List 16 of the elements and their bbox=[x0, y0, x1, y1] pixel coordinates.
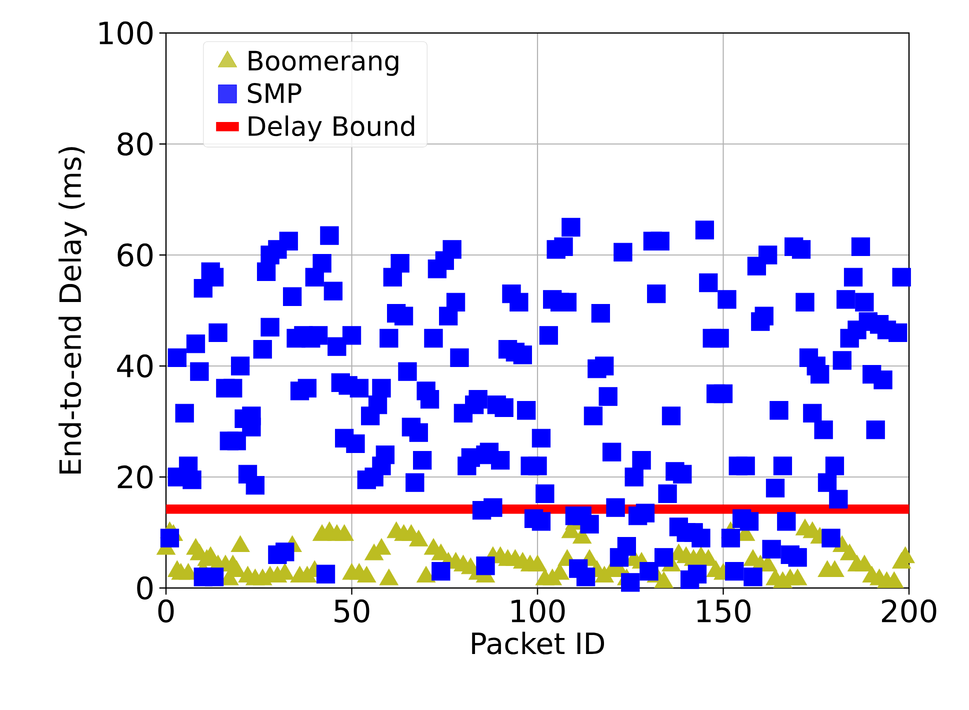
x-tick-label: 0 bbox=[158, 599, 174, 623]
x-axis-title: Packet ID bbox=[472, 632, 604, 654]
x-tick-label: 50 bbox=[334, 599, 370, 623]
legend-label: SMP bbox=[248, 83, 302, 104]
y-tick-label: 100 bbox=[99, 21, 153, 45]
y-tick-label: 80 bbox=[118, 132, 153, 156]
y-tick-label: 60 bbox=[118, 243, 153, 267]
y-axis-title: End-to-end Delay (ms) bbox=[58, 147, 87, 474]
y-tick-label: 20 bbox=[118, 465, 153, 489]
x-tick-label: 200 bbox=[882, 599, 936, 623]
y-tick-label: 40 bbox=[117, 354, 153, 378]
x-tick-label: 100 bbox=[512, 599, 565, 623]
legend-label: Delay Bound bbox=[248, 115, 414, 142]
y-tick-label: 0 bbox=[137, 576, 153, 600]
legend-label: Boomerang bbox=[248, 50, 398, 76]
x-tick-label: 150 bbox=[697, 599, 750, 623]
